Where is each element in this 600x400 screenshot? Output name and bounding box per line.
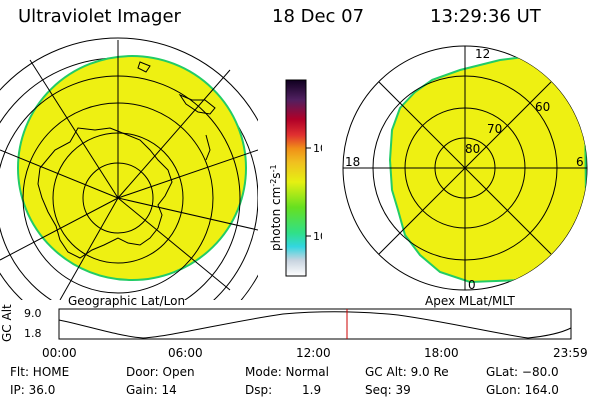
colorbar-unit-label: photon cm-2s-1	[269, 164, 283, 251]
image-time: 13:29:36 UT	[430, 6, 541, 27]
mlt-12: 12	[475, 47, 490, 61]
coastline	[37, 127, 173, 259]
status-ip: IP: 36.0	[10, 383, 56, 397]
mlt-6: 6	[576, 155, 584, 169]
colorbar-tick-100: 100	[313, 142, 322, 155]
status-seq: Seq: 39	[365, 383, 411, 397]
geographic-map	[0, 37, 258, 300]
time-tick-0600: 06:00	[168, 346, 203, 360]
altitude-tick-top: 9.0	[24, 307, 42, 320]
time-tick-0000: 00:00	[42, 346, 77, 360]
status-dsp-label: Dsp:	[245, 383, 273, 397]
color-bar: 100 10 photon cm-2s-1	[269, 79, 322, 277]
status-mode: Mode: Normal	[245, 365, 329, 379]
magnetic-label: Apex MLat/MLT	[425, 294, 515, 308]
mlt-18: 18	[345, 155, 360, 169]
time-tick-1200: 12:00	[296, 346, 331, 360]
status-gc-alt: GC Alt: 9.0 Re	[365, 365, 449, 379]
uv-image-disc-left	[17, 55, 247, 281]
mlat-80: 80	[465, 142, 480, 156]
geographic-label: Geographic Lat/Lon	[68, 294, 186, 308]
status-gain: Gain: 14	[126, 383, 177, 397]
instrument-title: Ultraviolet Imager	[18, 6, 181, 27]
time-tick-1800: 18:00	[424, 346, 459, 360]
status-door: Door: Open	[126, 365, 195, 379]
mlt-0: 0	[468, 278, 476, 292]
altitude-plot	[58, 308, 572, 340]
altitude-axis-label: GC Alt	[0, 304, 14, 342]
colorbar-tick-10: 10	[313, 230, 322, 243]
image-date: 18 Dec 07	[272, 6, 365, 27]
mlat-60: 60	[535, 100, 550, 114]
mlat-70: 70	[487, 122, 502, 136]
status-flt: Flt: HOME	[10, 365, 70, 379]
status-dsp-value: 1.9	[302, 383, 322, 397]
magnetic-map: 12 18 6 0 80 70 60	[342, 45, 588, 292]
altitude-tick-bottom: 1.8	[24, 327, 42, 340]
time-tick-2359: 23:59	[553, 346, 588, 360]
status-glat: GLat: −80.0	[486, 365, 559, 379]
status-glon: GLon: 164.0	[486, 383, 559, 397]
altitude-curve	[58, 311, 572, 339]
